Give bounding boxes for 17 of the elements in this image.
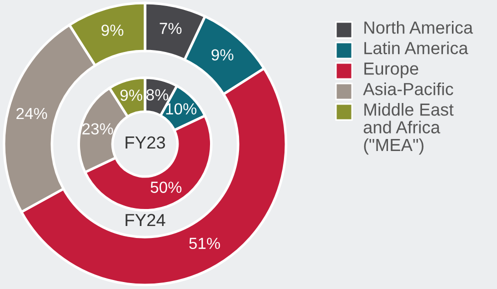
- legend-label: Latin America: [364, 42, 468, 54]
- data-label: 24%: [16, 108, 48, 120]
- slice-label: FY23: [126, 136, 165, 149]
- legend-label: Middle East and Africa ("MEA"): [364, 103, 454, 155]
- data-label: 10%: [166, 103, 196, 115]
- data-label: 23%: [82, 123, 114, 135]
- legend-label: North America: [364, 21, 473, 34]
- data-label: 7%: [160, 22, 182, 34]
- data-label: 50%: [150, 182, 182, 193]
- data-label: 9%: [212, 49, 234, 60]
- legend-label: Europe: [364, 62, 418, 78]
- data-label: 8%: [146, 89, 168, 100]
- data-label: 9%: [120, 90, 142, 101]
- slice-label: FY24: [126, 214, 166, 226]
- legend-label: Asia-Pacific: [363, 82, 454, 96]
- data-label: 9%: [102, 24, 124, 36]
- data-label: 51%: [189, 238, 220, 250]
